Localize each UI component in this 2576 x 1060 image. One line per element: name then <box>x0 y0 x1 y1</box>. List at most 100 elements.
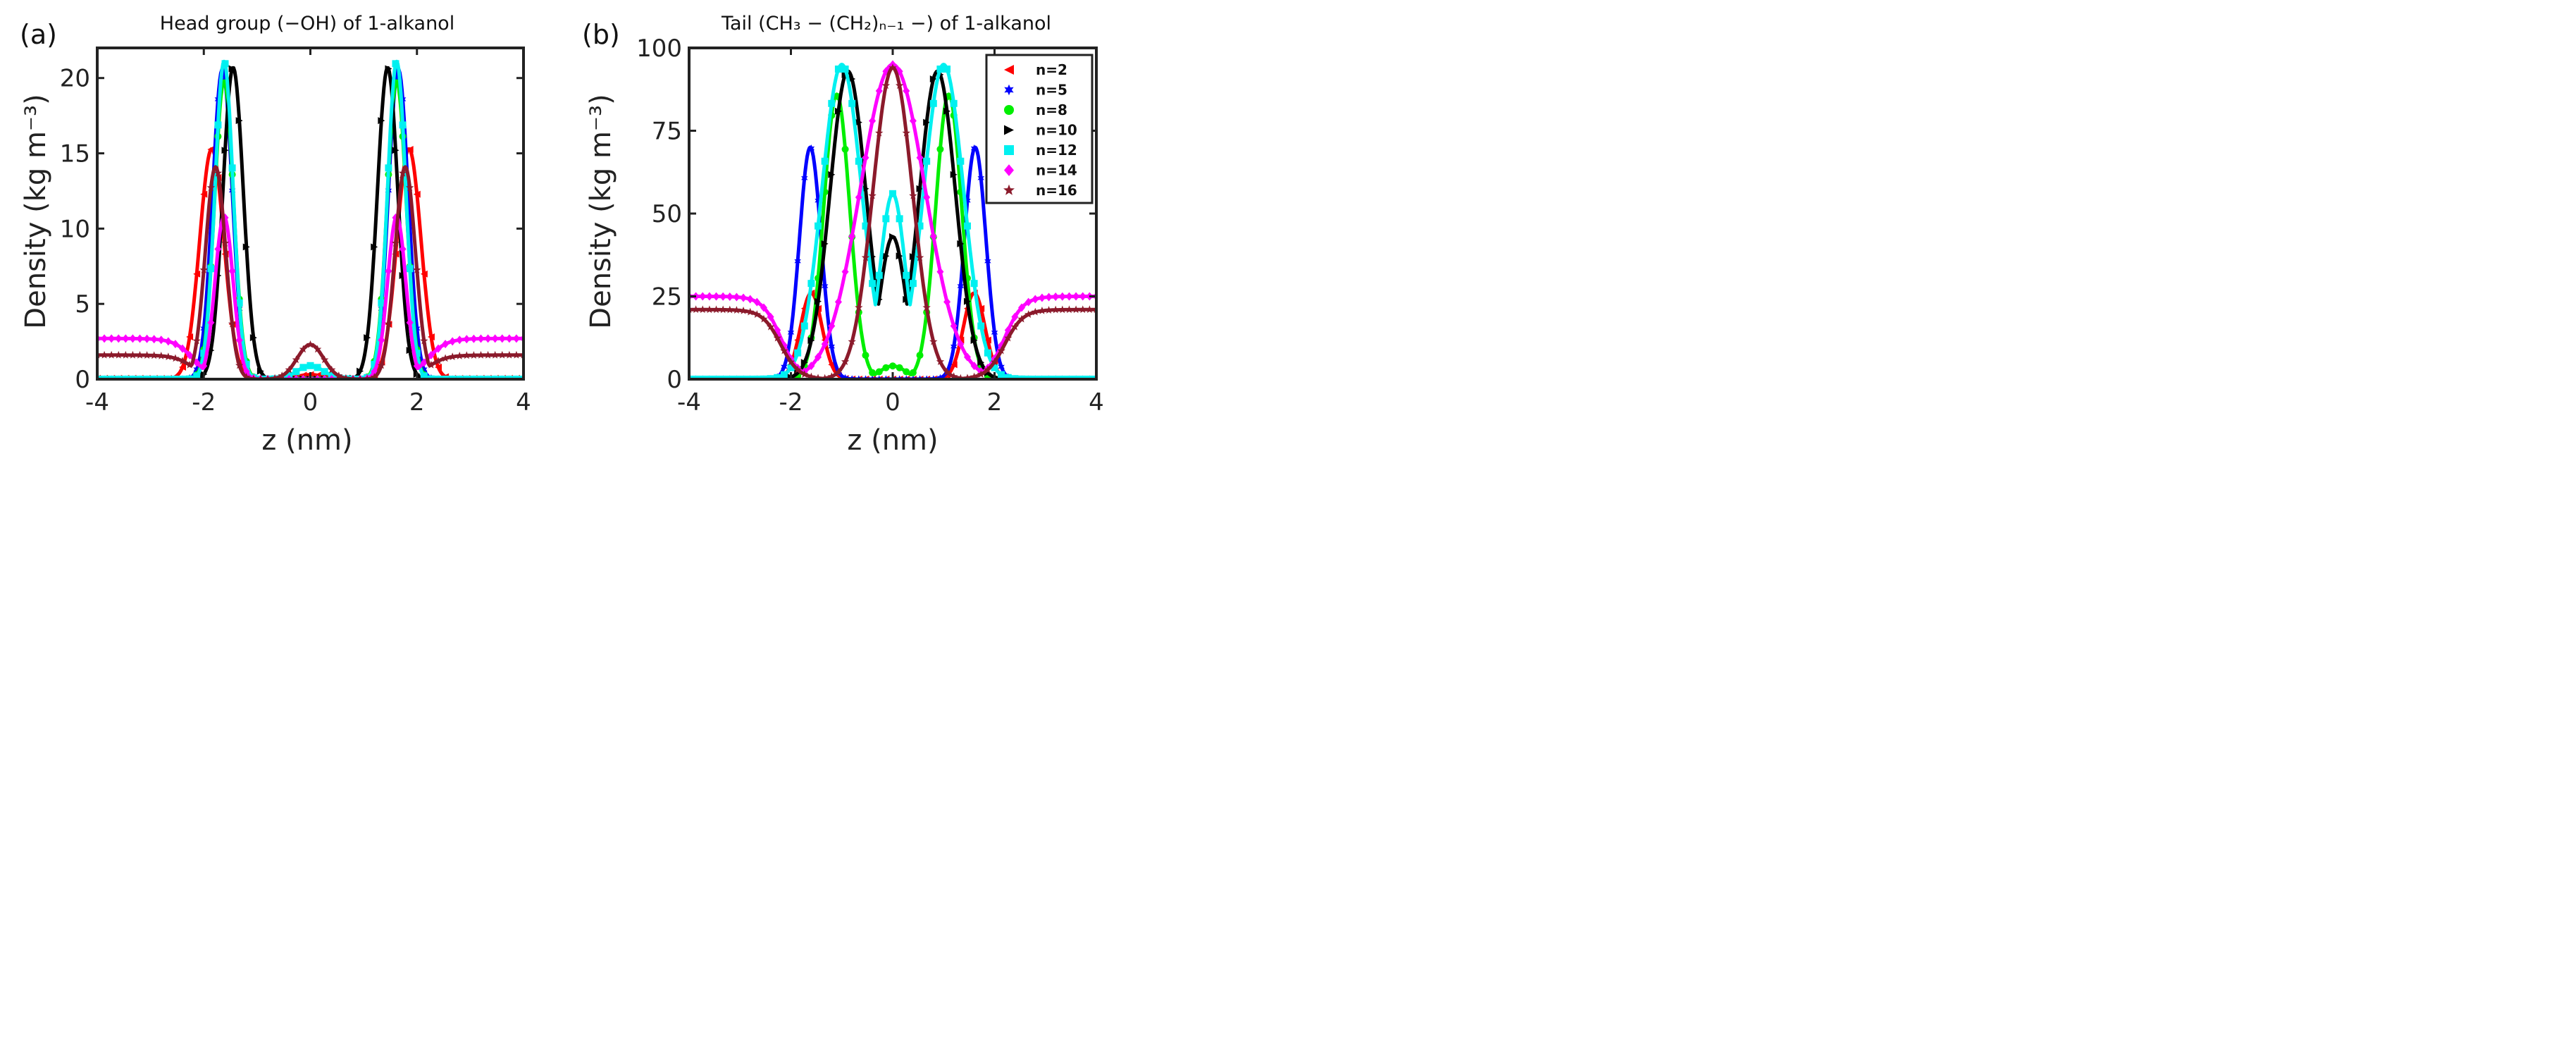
data-point <box>1052 292 1060 301</box>
data-point <box>434 357 442 365</box>
data-point <box>977 359 985 366</box>
data-point <box>815 222 822 230</box>
data-point <box>719 292 727 301</box>
data-point <box>834 66 842 73</box>
y-tick-label: 25 <box>652 283 682 312</box>
data-point <box>957 240 965 247</box>
data-point <box>909 191 917 199</box>
data-point <box>1072 292 1080 301</box>
data-point <box>977 174 984 183</box>
panel-b-ylabel: Density (kg m⁻³) <box>585 94 617 328</box>
data-point <box>869 369 877 376</box>
data-point <box>370 373 378 379</box>
data-point <box>848 75 856 82</box>
data-point <box>936 66 944 73</box>
data-point <box>841 357 850 366</box>
data-point <box>733 292 741 302</box>
data-point <box>228 319 237 328</box>
data-point <box>399 245 407 254</box>
legend-marker <box>1004 84 1014 96</box>
data-point <box>1032 295 1039 304</box>
data-point <box>206 183 216 192</box>
data-point <box>228 65 236 73</box>
data-point <box>157 351 166 359</box>
data-point <box>766 322 775 331</box>
data-point <box>739 306 748 314</box>
panel-a-frame <box>96 47 525 381</box>
data-point <box>943 367 951 376</box>
data-point <box>179 344 186 353</box>
data-point <box>970 144 978 152</box>
data-point <box>950 321 958 331</box>
data-point <box>128 350 137 359</box>
data-point <box>1010 322 1020 331</box>
panel-b-title: Tail (CH₃ − (CH₂)ₙ₋₁ −) of 1-alkanol <box>721 13 1051 35</box>
data-point <box>794 257 801 266</box>
data-point <box>957 157 965 165</box>
data-point <box>242 243 250 251</box>
data-point <box>828 171 836 178</box>
data-point <box>984 257 991 266</box>
x-tick-label: 0 <box>303 388 318 417</box>
data-point <box>943 107 951 115</box>
data-point <box>427 350 435 359</box>
data-point <box>115 334 123 343</box>
x-tick-label: 0 <box>885 388 900 417</box>
data-point <box>1058 305 1067 314</box>
data-point <box>963 297 971 305</box>
y-tick-label: 0 <box>667 366 682 394</box>
data-point <box>114 350 123 359</box>
y-tick-label: 15 <box>60 140 90 168</box>
data-point <box>848 232 856 241</box>
data-point <box>435 363 442 371</box>
legend-label: n=12 <box>1036 142 1077 159</box>
data-point <box>828 99 836 107</box>
legend-label: n=10 <box>1036 122 1077 139</box>
data-point <box>896 364 903 371</box>
data-point <box>1024 310 1033 319</box>
panel-a-label: (a) <box>20 19 57 50</box>
data-point <box>1045 292 1053 302</box>
data-point <box>909 253 917 261</box>
data-point <box>1065 292 1073 301</box>
series-n=12 <box>97 59 524 379</box>
data-point <box>903 271 910 279</box>
data-point <box>970 362 978 371</box>
data-point <box>909 116 917 125</box>
data-point <box>895 81 904 90</box>
data-point <box>228 164 236 172</box>
data-point <box>121 350 130 359</box>
data-point <box>149 351 159 359</box>
data-point <box>949 372 958 379</box>
data-point <box>869 116 877 125</box>
data-point <box>406 347 414 355</box>
data-point <box>903 368 910 376</box>
data-point <box>719 305 727 314</box>
data-point <box>207 265 215 273</box>
data-point <box>841 66 849 73</box>
data-point <box>922 303 931 312</box>
panel-b-ticks: -4 -2 0 2 4 0 25 50 75 100 <box>636 35 1104 417</box>
data-point <box>745 307 755 316</box>
data-point <box>377 361 386 369</box>
data-point <box>256 367 264 375</box>
data-point <box>385 164 392 172</box>
data-point <box>903 87 910 96</box>
data-point <box>916 185 924 192</box>
data-point <box>740 293 748 302</box>
data-point <box>420 270 428 278</box>
data-point <box>909 369 917 376</box>
figure: (a) Head group (−OH) of 1-alkanol -4 -2 0 2… <box>20 13 1104 455</box>
data-point <box>882 252 890 260</box>
legend-label: n=16 <box>1036 182 1077 199</box>
data-point <box>889 362 896 370</box>
data-point <box>916 352 924 359</box>
data-point <box>441 354 450 362</box>
data-point <box>916 153 924 162</box>
data-point <box>712 292 720 301</box>
data-point <box>235 117 243 125</box>
data-point <box>200 190 208 198</box>
data-point <box>903 295 910 303</box>
data-point <box>100 350 109 359</box>
data-point <box>801 174 808 183</box>
